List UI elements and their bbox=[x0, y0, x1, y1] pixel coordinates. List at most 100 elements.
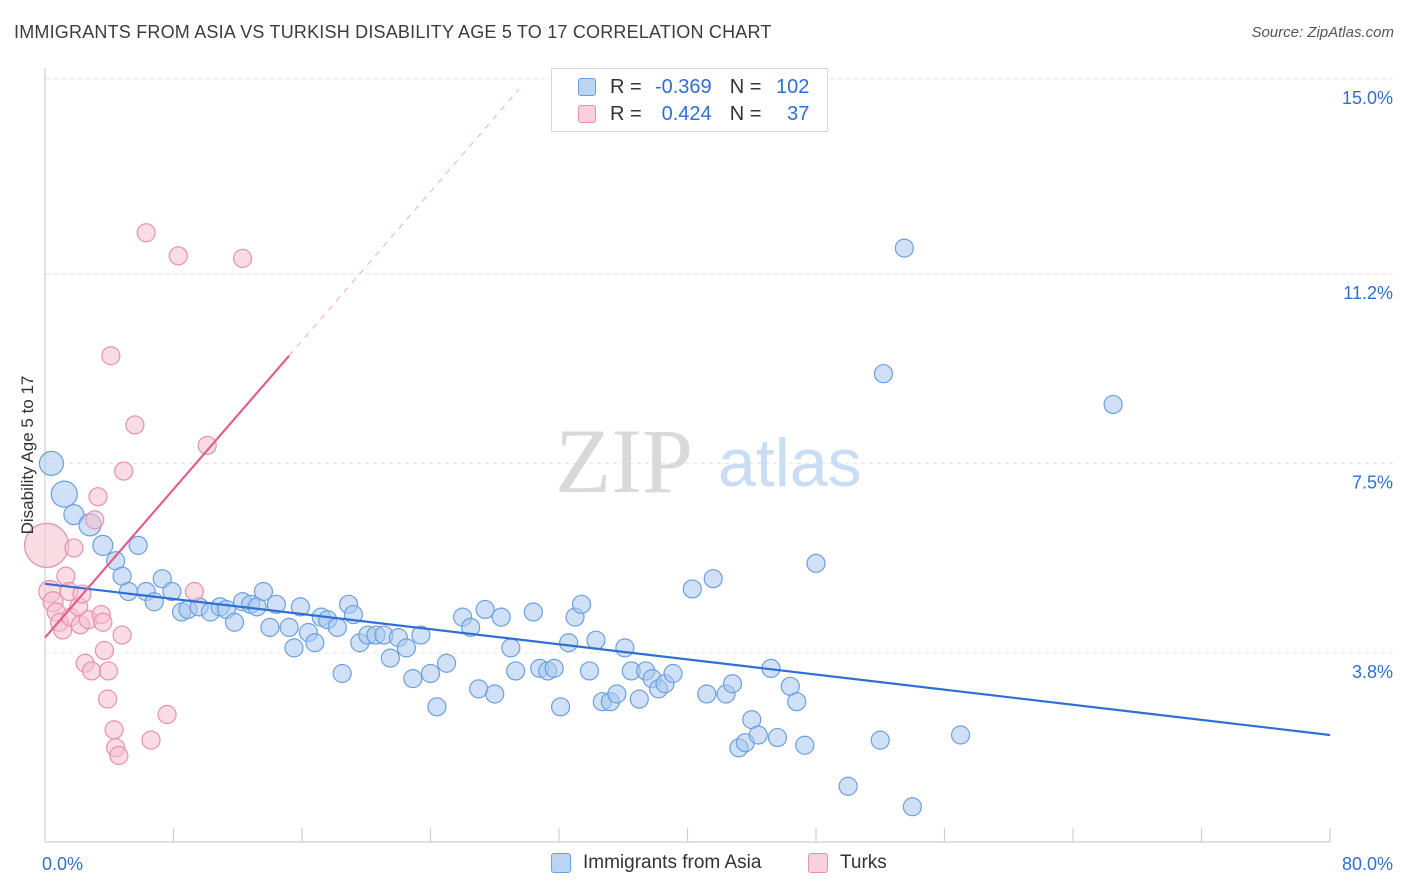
asia-point bbox=[290, 597, 310, 617]
asia-point bbox=[152, 569, 172, 589]
r-label: R = bbox=[610, 75, 642, 98]
asia-point bbox=[427, 697, 447, 717]
y-tick-label: 7.5% bbox=[1352, 472, 1393, 492]
legend-row-asia: R = -0.369 N = 102 bbox=[552, 74, 809, 100]
turks-point bbox=[101, 346, 121, 366]
asia-point bbox=[224, 612, 245, 632]
watermark: ZIP atlas bbox=[555, 410, 862, 512]
turks-point bbox=[64, 538, 84, 558]
turks-trend-line bbox=[44, 355, 290, 639]
asia-swatch-icon bbox=[578, 78, 596, 96]
n-label: N = bbox=[729, 102, 762, 125]
turks-point bbox=[94, 640, 115, 661]
asia-point bbox=[327, 617, 347, 637]
asia-point bbox=[491, 607, 511, 627]
asia-point bbox=[894, 238, 914, 258]
asia-point bbox=[579, 661, 600, 681]
asia-point bbox=[544, 658, 564, 678]
asia-point bbox=[586, 630, 606, 650]
asia-point bbox=[501, 638, 521, 658]
r-value: -0.369 bbox=[654, 75, 712, 98]
legend-item-turks[interactable]: Turks bbox=[808, 852, 887, 874]
asia-point bbox=[436, 653, 457, 673]
y-tick-label: 15.0% bbox=[1342, 88, 1393, 108]
asia-point bbox=[403, 669, 423, 689]
asia-point bbox=[697, 684, 717, 704]
asia-point bbox=[870, 730, 890, 750]
series-turks-points bbox=[24, 223, 253, 766]
asia-point bbox=[332, 663, 352, 684]
asia-point bbox=[767, 727, 788, 748]
turks-point bbox=[125, 415, 145, 435]
n-value: 37 bbox=[787, 102, 810, 125]
asia-point bbox=[50, 480, 78, 508]
x-tick-label: 80.0% bbox=[1342, 854, 1393, 874]
turks-point bbox=[136, 223, 156, 243]
turks-point bbox=[98, 661, 119, 681]
turks-legend-swatch-icon bbox=[808, 853, 828, 873]
asia-point bbox=[950, 725, 971, 745]
asia-point bbox=[396, 638, 417, 658]
turks-point bbox=[109, 745, 129, 766]
asia-point bbox=[420, 663, 441, 684]
turks-point bbox=[112, 625, 132, 645]
asia-point bbox=[485, 684, 505, 704]
turks-point bbox=[104, 720, 124, 740]
asia-point bbox=[873, 364, 894, 384]
asia-point bbox=[118, 581, 139, 602]
legend-item-asia[interactable]: Immigrants from Asia bbox=[551, 852, 761, 874]
asia-point bbox=[461, 617, 481, 637]
watermark-zip: ZIP bbox=[555, 410, 693, 512]
turks-point bbox=[88, 487, 108, 507]
asia-point bbox=[607, 684, 627, 704]
asia-point bbox=[663, 663, 683, 684]
asia-point bbox=[253, 581, 274, 602]
turks-point bbox=[157, 704, 177, 725]
legend-label-asia: Immigrants from Asia bbox=[583, 852, 762, 873]
turks-point bbox=[81, 661, 102, 681]
asia-point bbox=[571, 594, 592, 614]
asia-point bbox=[902, 797, 922, 817]
x-tick-label: 0.0% bbox=[42, 854, 83, 874]
r-label: R = bbox=[610, 102, 642, 125]
asia-point bbox=[92, 534, 114, 556]
asia-point bbox=[1103, 394, 1123, 415]
turks-point bbox=[85, 510, 105, 530]
series-asia-points bbox=[38, 238, 1123, 817]
watermark-atlas: atlas bbox=[718, 425, 862, 501]
asia-point bbox=[305, 633, 325, 653]
asia-point bbox=[838, 776, 858, 796]
asia-point bbox=[806, 553, 826, 573]
asia-point bbox=[722, 674, 743, 694]
asia-point bbox=[380, 648, 400, 668]
turks-point bbox=[141, 730, 161, 750]
asia-point bbox=[748, 725, 768, 745]
asia-point bbox=[787, 692, 807, 712]
asia-point bbox=[38, 450, 65, 476]
r-value: 0.424 bbox=[661, 102, 712, 125]
asia-point bbox=[128, 535, 148, 555]
asia-point bbox=[266, 594, 286, 614]
turks-point bbox=[184, 581, 204, 602]
turks-point bbox=[232, 248, 253, 268]
asia-point bbox=[475, 599, 495, 620]
trend-lines bbox=[44, 88, 1331, 737]
asia-point bbox=[703, 569, 723, 589]
asia-point bbox=[284, 638, 304, 658]
asia-point bbox=[615, 638, 635, 658]
chart-title: IMMIGRANTS FROM ASIA VS TURKISH DISABILI… bbox=[14, 22, 772, 42]
correlation-legend: R = -0.369 N = 102 R = 0.424 N = 37 bbox=[551, 68, 828, 132]
asia-point bbox=[551, 697, 571, 717]
turks-point bbox=[93, 612, 113, 632]
asia-point bbox=[682, 579, 702, 599]
asia-point bbox=[63, 504, 85, 526]
asia-point bbox=[260, 617, 280, 637]
y-axis-label: Disability Age 5 to 17 bbox=[18, 375, 37, 535]
series-legend: Immigrants from Asia Turks bbox=[0, 852, 1406, 876]
turks-point bbox=[114, 461, 134, 481]
asia-point bbox=[629, 689, 649, 709]
n-label: N = bbox=[729, 75, 762, 98]
asia-legend-swatch-icon bbox=[551, 853, 571, 873]
y-tick-label: 3.8% bbox=[1352, 662, 1393, 682]
